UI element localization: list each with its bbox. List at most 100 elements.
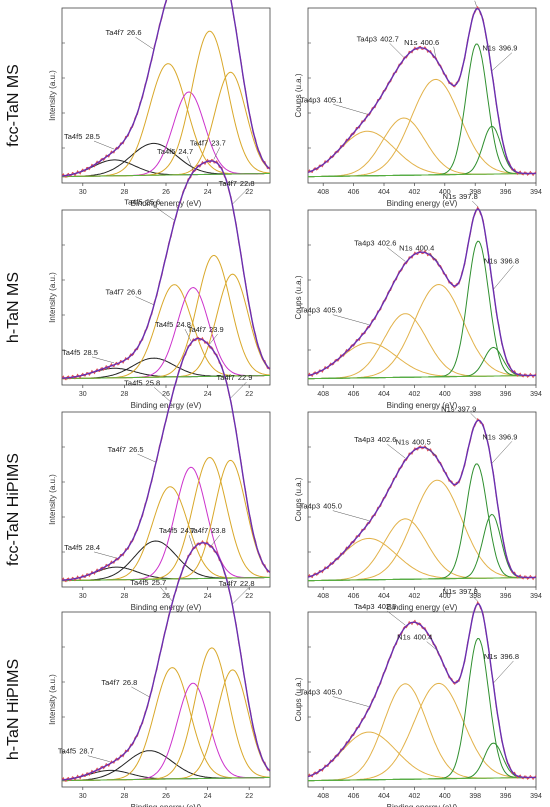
- peak-label-396.9: N1s 396.9: [482, 432, 517, 441]
- peak-label-name: Ta4f5: [124, 378, 142, 387]
- row-label: fcc-TaN MS: [5, 64, 22, 147]
- peak-label-name: N1s: [441, 404, 455, 413]
- x-tick-label: 406: [348, 793, 360, 800]
- peak-label-value: 23.7: [211, 138, 226, 147]
- y-axis-title: Intensity (a.u.): [48, 474, 57, 525]
- y-axis-title: Intensity (a.u.): [48, 674, 57, 725]
- leader-line: [472, 595, 479, 602]
- plot-frame: [61, 411, 271, 588]
- x-tick-label: 30: [79, 391, 87, 398]
- fit-envelope: [307, 603, 536, 779]
- peak-label-396.9: N1s 396.9: [482, 44, 517, 53]
- leader-line: [184, 329, 192, 342]
- peak-label-name: Ta4p3: [300, 306, 320, 315]
- row-label: h-TaN HiPIMS: [5, 659, 22, 760]
- background-line: [62, 375, 270, 380]
- x-tick-label: 394: [530, 391, 542, 398]
- x-tick-label: 22: [245, 593, 253, 600]
- peak-label-23.7: Ta4f7 23.7: [190, 138, 226, 147]
- x-tick-label: 26: [162, 391, 170, 398]
- component-peak-25.7: [62, 667, 270, 782]
- leader-line: [232, 587, 249, 605]
- peak-label-400.5: N1s 400.5: [396, 438, 431, 447]
- leader-line: [131, 686, 150, 698]
- peak-label-28.7: Ta4f5 28.7: [58, 747, 94, 756]
- x-tick-label: 22: [245, 189, 253, 196]
- x-axis-title: Binding energy (eV): [387, 803, 458, 807]
- leader-line: [387, 247, 406, 262]
- x-tick-label: 28: [121, 189, 129, 196]
- xps-panel-2-0: 30 28 26 24 22 Binding energy (eV) Intensity (…: [5, 320, 271, 612]
- peak-label-value: 396.8: [500, 256, 519, 265]
- background-line: [308, 577, 536, 582]
- leader-line: [332, 314, 369, 325]
- peak-label-name: N1s: [399, 244, 413, 253]
- peak-label-405.0: Ta4p3 405.0: [300, 502, 342, 511]
- x-tick-label: 400: [439, 593, 451, 600]
- leader-line: [232, 187, 249, 205]
- leader-line: [153, 387, 171, 402]
- x-tick-label: 30: [79, 793, 87, 800]
- peak-label-405.0: Ta4p3 405.0: [300, 688, 342, 697]
- peak-label-value: 26.8: [123, 678, 138, 687]
- peak-label-name: Ta4p3: [354, 238, 374, 247]
- peak-label-value: 397.9: [462, 0, 481, 1]
- peak-label-name: N1s: [484, 652, 498, 661]
- peak-label-28.4: Ta4f5 28.4: [64, 543, 100, 552]
- leader-line: [387, 610, 406, 626]
- leader-line: [137, 453, 156, 463]
- peak-label-name: N1s: [443, 192, 457, 201]
- peak-label-name: Ta4f7: [101, 678, 119, 687]
- x-axis-title: Binding energy (eV): [131, 803, 202, 807]
- leader-line: [389, 43, 404, 58]
- peak-label-28.5: Ta4f5 28.5: [64, 132, 100, 141]
- raw-spectrum: [307, 206, 537, 379]
- x-tick-label: 406: [348, 189, 360, 196]
- y-axis-title: Coups (u.a.): [294, 73, 303, 117]
- peak-label-value: 23.8: [211, 526, 226, 535]
- peak-label-396.8: N1s 396.8: [484, 652, 519, 661]
- peak-label-value: 402.7: [380, 34, 399, 43]
- x-tick-label: 402: [409, 391, 421, 398]
- x-axis-title: Binding energy (eV): [131, 603, 202, 612]
- plot-frame: [307, 611, 537, 788]
- x-axis-title: Binding energy (eV): [387, 401, 458, 410]
- peak-label-value: 26.6: [127, 288, 142, 297]
- peak-label-26.6: Ta4f7 26.6: [106, 28, 142, 37]
- peak-label-26.5: Ta4f7 26.5: [108, 445, 144, 454]
- raw-spectrum: [307, 601, 537, 781]
- x-tick-label: 28: [121, 593, 129, 600]
- peak-label-name: N1s: [482, 432, 496, 441]
- peak-label-value: 402.6: [378, 602, 397, 611]
- leader-line: [91, 356, 115, 364]
- component-peak-397.9: [308, 463, 536, 582]
- peak-label-22.8: Ta4f7 22.8: [219, 179, 255, 188]
- leader-line: [94, 551, 117, 559]
- xps-panel-0-0: 30 28 26 24 22 Binding energy (eV) Intensity (…: [5, 0, 271, 208]
- peak-label-name: Ta4f7: [219, 179, 237, 188]
- fit-envelope: [307, 7, 536, 175]
- peak-label-22.8: Ta4f7 22.8: [219, 579, 255, 588]
- x-tick-label: 404: [378, 189, 390, 196]
- x-tick-label: 396: [500, 189, 512, 196]
- x-tick-label: 28: [121, 391, 129, 398]
- leader-line: [472, 200, 479, 208]
- peak-label-value: 25.8: [146, 378, 161, 387]
- x-tick-label: 30: [79, 593, 87, 600]
- x-tick-label: 402: [409, 189, 421, 196]
- peak-label-name: Ta4f7: [106, 28, 124, 37]
- leader-line: [188, 535, 194, 548]
- xps-panel-3-0: 30 28 26 24 22 Binding energy (eV) Intensity (…: [5, 526, 271, 807]
- leader-line: [433, 46, 436, 57]
- peak-label-value: 400.4: [414, 633, 433, 642]
- peak-label-name: Ta4p3: [300, 95, 320, 104]
- leader-line: [426, 641, 439, 652]
- peak-label-24.7: Ta4f5 24.7: [159, 526, 195, 535]
- xps-panel-2-1: 408 406 404 402 400 398 396 394 Binding energy (…: [294, 404, 542, 612]
- leader-line: [230, 381, 247, 399]
- x-tick-label: 402: [409, 793, 421, 800]
- x-tick-label: 26: [162, 189, 170, 196]
- x-axis-title: Binding energy (eV): [131, 401, 202, 410]
- peak-label-name: Ta4p3: [354, 435, 374, 444]
- leader-line: [493, 660, 514, 684]
